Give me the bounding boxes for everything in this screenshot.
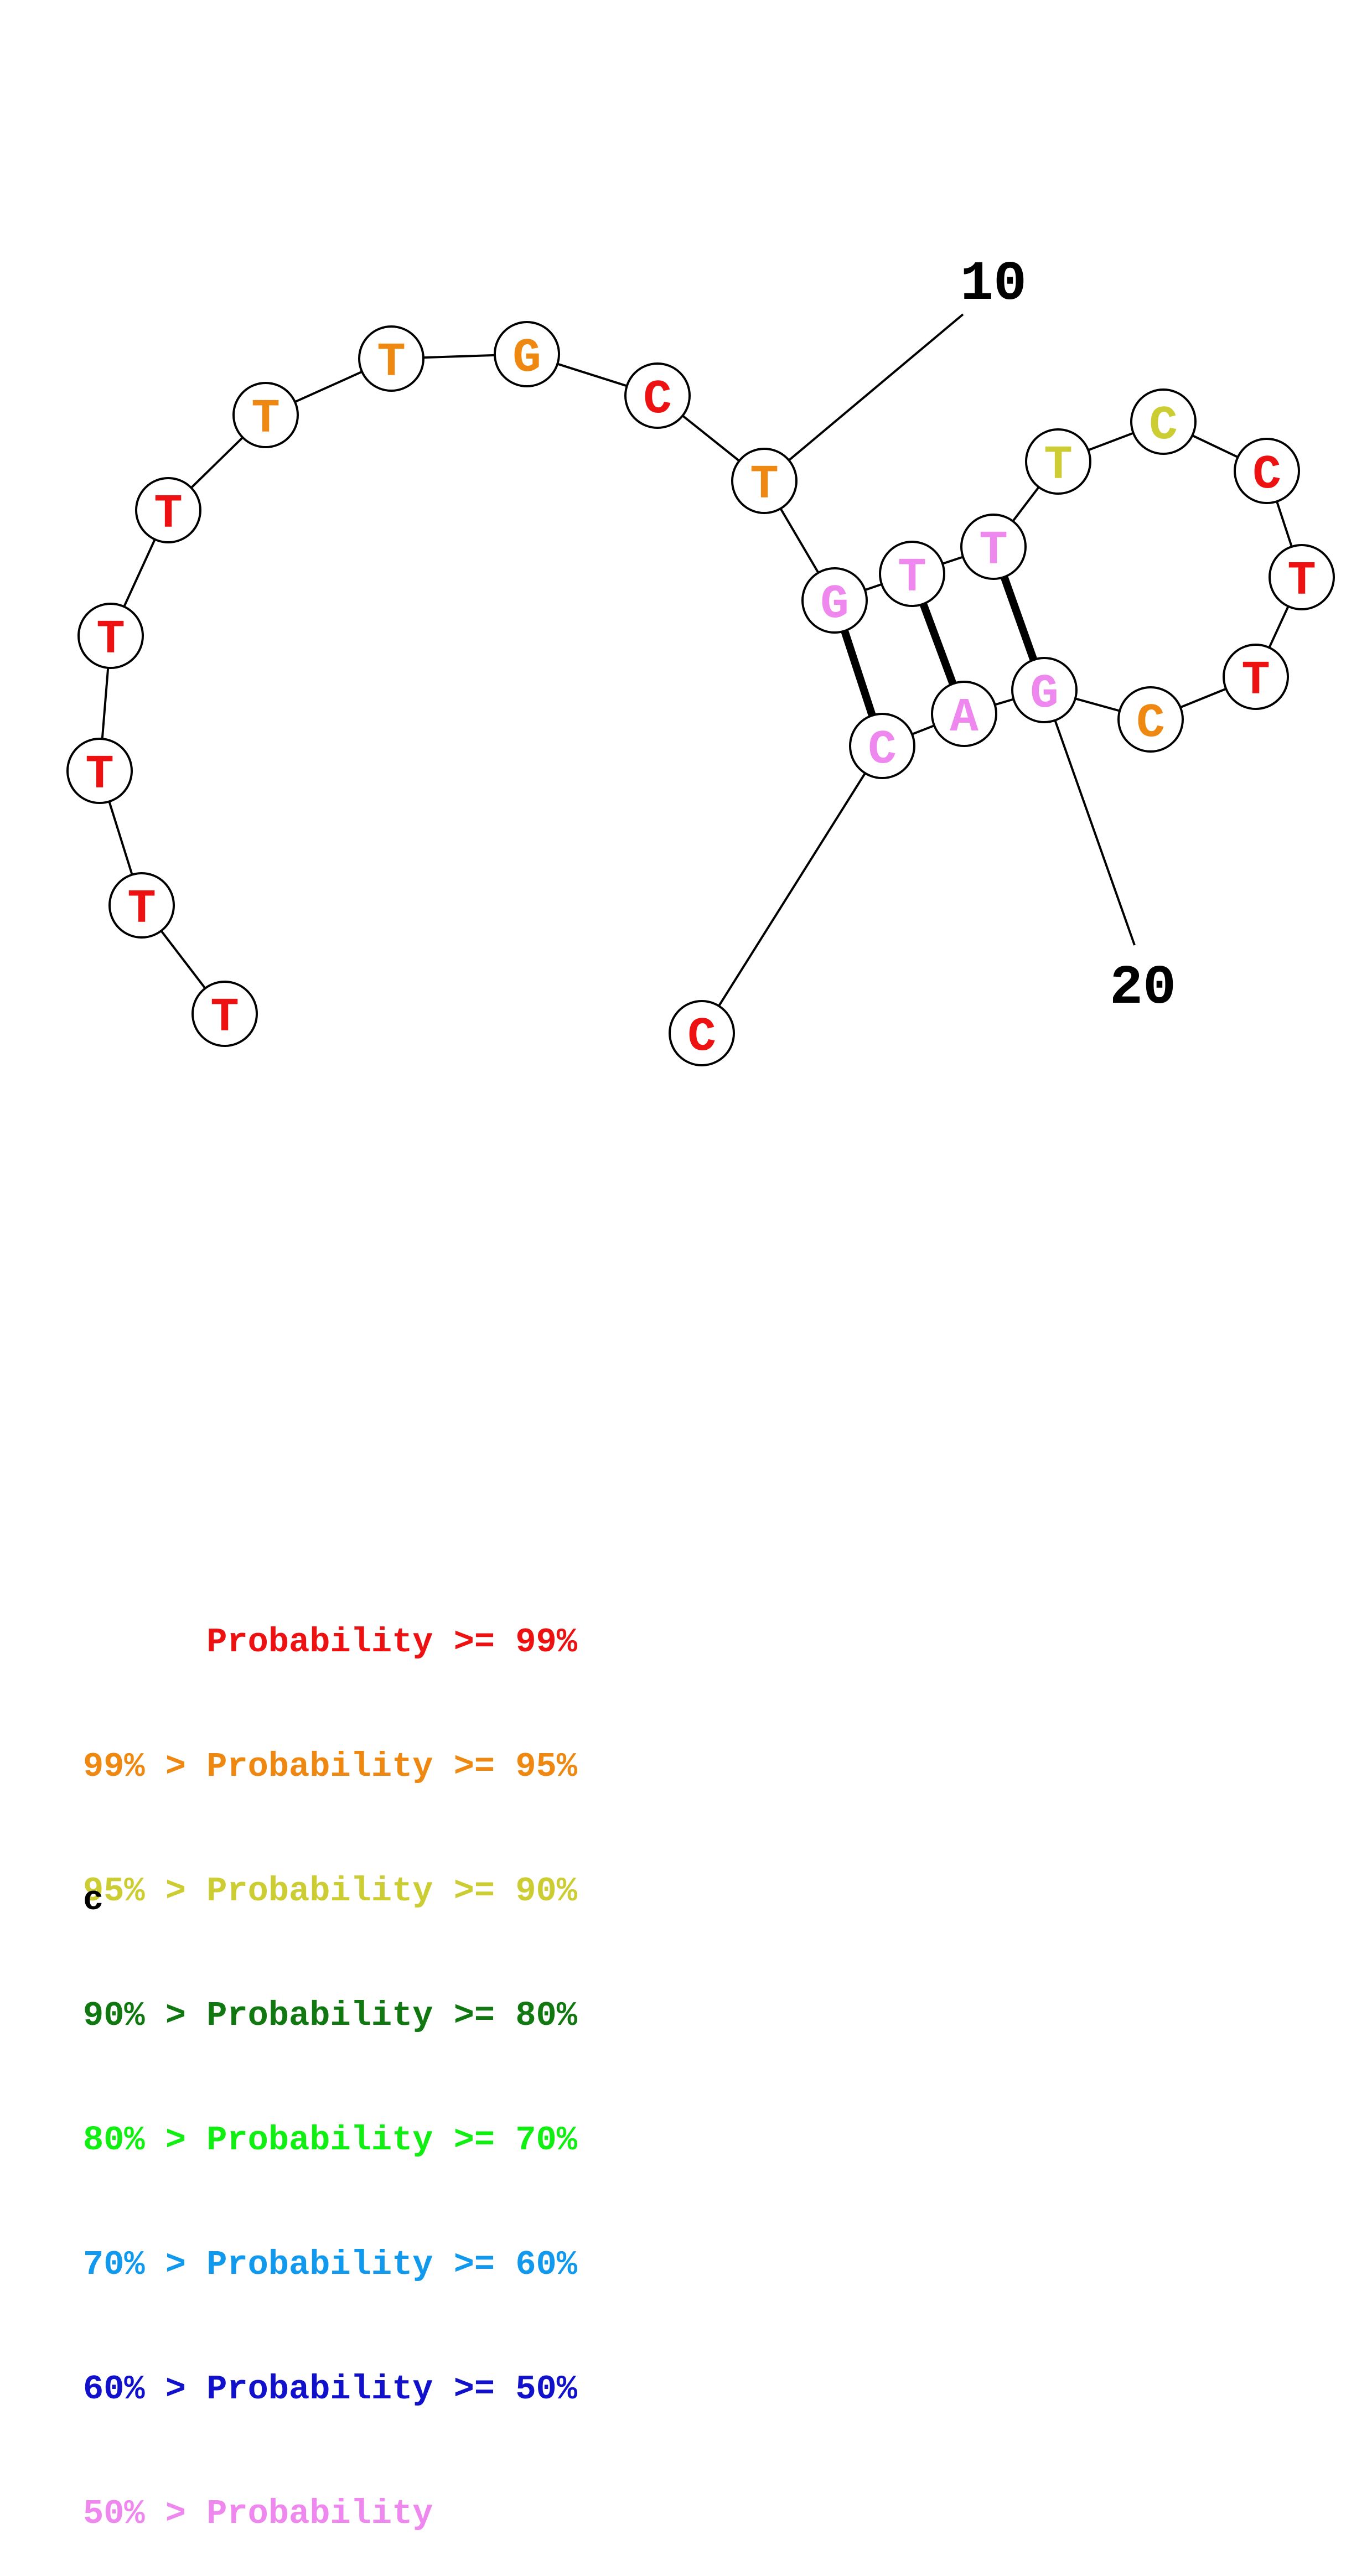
nucleotide-base: T — [898, 551, 926, 605]
position-label-tick — [1043, 690, 1136, 946]
nucleotide-base: T — [1241, 654, 1270, 708]
nucleotide-base: C — [1136, 696, 1165, 750]
base-pair-bond — [919, 602, 957, 686]
position-label: 10 — [960, 253, 1027, 316]
nucleotide-16: C — [1234, 438, 1300, 504]
base-pair-bond — [1000, 576, 1038, 661]
nucleotide-5: T — [135, 477, 201, 543]
nucleotide-6: T — [232, 382, 299, 448]
base-pair-layer — [841, 576, 1038, 717]
nucleotide-circle — [849, 713, 915, 779]
nucleotide-base: A — [950, 691, 978, 745]
legend-entry: 70% > Probability >= 60% — [83, 2245, 577, 2284]
legend-entry: Probability >= 99% — [83, 1623, 577, 1662]
nucleotide-20: G — [1011, 657, 1078, 723]
legend-entry: 90% > Probability >= 80% — [83, 1996, 577, 2035]
nucleotide-base: T — [210, 991, 239, 1045]
nucleotide-circle — [494, 321, 560, 387]
base-pair-bond — [841, 629, 876, 717]
nucleotide-base: C — [643, 372, 672, 427]
nucleotide-circle — [1234, 438, 1300, 504]
legend-entry: 99% > Probability >= 95% — [83, 1747, 577, 1786]
nucleotide-base: G — [820, 577, 849, 631]
nucleotide-11: G — [801, 567, 868, 634]
nucleotide-base: C — [1252, 448, 1281, 502]
legend-entry: 50% > Probability — [83, 2494, 433, 2533]
nucleotide-base: T — [1287, 554, 1316, 608]
nucleotide-circle — [135, 477, 201, 543]
nucleotide-circle — [358, 325, 424, 392]
nucleotide-base: T — [251, 392, 280, 446]
footer-note: c — [83, 1880, 104, 1920]
nucleotide-15: C — [1130, 388, 1197, 455]
nucleotide-1: T — [191, 981, 258, 1047]
backbone-layer — [99, 353, 1303, 1034]
nucleotide-circle — [1025, 428, 1091, 495]
nucleotide-8: G — [494, 321, 560, 387]
nucleotide-circle — [108, 872, 175, 939]
nucleotide-base: T — [96, 613, 125, 667]
nucleotide-circle — [1223, 644, 1289, 710]
nucleotide-circle — [1011, 657, 1078, 723]
nucleotide-13: T — [960, 514, 1027, 580]
nucleotide-circle — [1130, 388, 1197, 455]
nucleotide-2: T — [108, 872, 175, 939]
position-label-layer: 10 20 — [763, 253, 1176, 1020]
legend-entry: 60% > Probability >= 50% — [83, 2370, 577, 2409]
probability-legend: Probability >= 99% 99% > Probability >= … — [83, 1538, 577, 2576]
nucleotide-9: C — [624, 362, 691, 429]
nucleotide-23: C — [669, 1000, 735, 1066]
nucleotide-19: C — [1117, 686, 1184, 753]
nucleotide-base: T — [1044, 438, 1073, 493]
nucleotide-base: T — [750, 458, 779, 512]
nucleotide-4: T — [77, 603, 144, 669]
nucleotide-7: T — [358, 325, 424, 392]
nucleotide-circle — [801, 567, 868, 634]
nucleotide-base: T — [154, 487, 183, 541]
nucleotide-circle — [232, 382, 299, 448]
nucleotide-22: C — [849, 713, 915, 779]
nucleotide-17: T — [1269, 544, 1335, 610]
position-label-tick — [763, 313, 964, 482]
nucleotide-base: T — [127, 882, 156, 936]
nucleotide-base: C — [868, 723, 897, 777]
nucleotide-circle — [1117, 686, 1184, 753]
nucleotide-circle — [1269, 544, 1335, 610]
nucleotide-base: T — [377, 335, 406, 390]
nucleotide-base: G — [512, 331, 541, 385]
nucleotide-base: T — [85, 748, 114, 802]
nucleotide-base: T — [979, 524, 1008, 578]
nucleotide-10: T — [731, 448, 798, 514]
nucleotide-circle — [960, 514, 1027, 580]
backbone-link — [701, 745, 883, 1034]
nucleotide-14: T — [1025, 428, 1091, 495]
nucleotide-base: C — [1149, 398, 1178, 453]
nucleotide-circle — [931, 681, 997, 747]
legend-entry: 80% > Probability >= 70% — [83, 2121, 577, 2160]
position-label: 20 — [1110, 957, 1176, 1020]
nucleotide-circle — [879, 541, 945, 607]
nucleotide-circle — [624, 362, 691, 429]
nucleotide-circle — [66, 738, 133, 804]
nucleotide-base: G — [1030, 667, 1059, 721]
nucleotide-circle — [191, 981, 258, 1047]
nucleotide-12: T — [879, 541, 945, 607]
nucleotide-18: T — [1223, 644, 1289, 710]
nucleotide-circle — [731, 448, 798, 514]
nucleotide-21: A — [931, 681, 997, 747]
nucleotide-circle — [669, 1000, 735, 1066]
legend-entry: 95% > Probability >= 90% — [83, 1872, 577, 1911]
nucleotide-base: C — [687, 1010, 716, 1064]
nucleotide-3: T — [66, 738, 133, 804]
nucleotide-circle — [77, 603, 144, 669]
